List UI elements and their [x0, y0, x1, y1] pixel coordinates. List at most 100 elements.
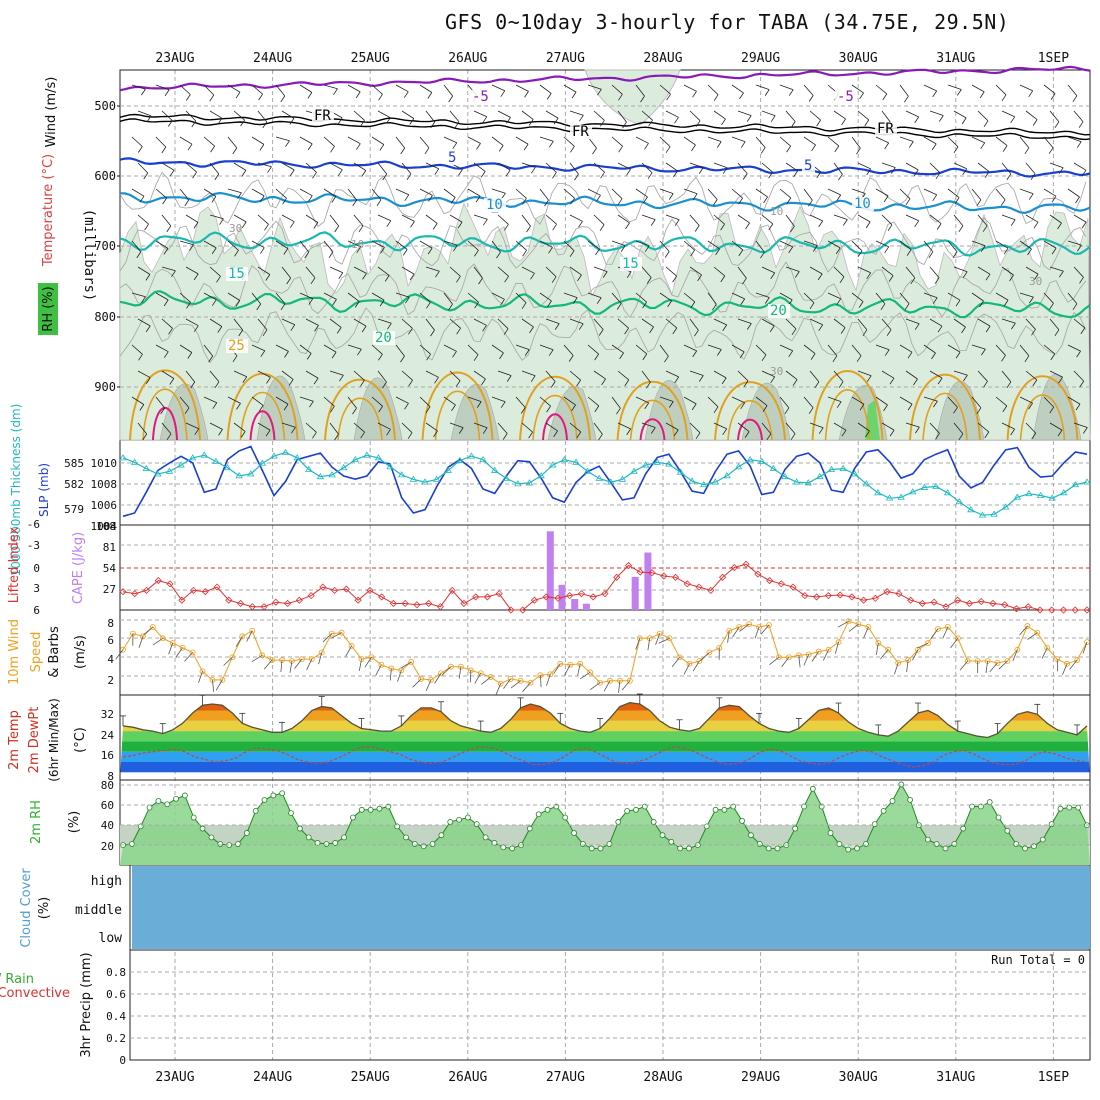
wind-barb-shaft	[569, 422, 582, 433]
rh-2m-marker	[951, 841, 958, 847]
wind-barb-shaft	[185, 318, 199, 327]
wind-barb-shaft	[779, 188, 792, 199]
wind-barb-flag	[385, 117, 391, 124]
wind-barb-shaft	[587, 240, 600, 250]
wind-ylabel-speed: Speed	[29, 632, 44, 673]
wind-barb-flag	[379, 299, 385, 307]
wind-barb-shaft	[569, 370, 581, 381]
wind-barb-shaft	[593, 214, 605, 225]
rh-2m-marker	[332, 840, 339, 846]
wind-barb-shaft	[779, 292, 793, 301]
wind-barb-shaft	[803, 136, 816, 146]
wind-barb-shaft	[1001, 370, 1012, 383]
wind-barb-shaft	[299, 188, 313, 197]
wind-barb-shaft	[227, 396, 241, 404]
wind-barb-flag	[211, 247, 217, 255]
wind-barb-shaft	[377, 162, 388, 175]
surface-wind-barb	[397, 670, 402, 682]
temp-contour-30	[737, 418, 763, 441]
surface-wind-barb	[579, 671, 591, 680]
wind-tick: 8	[107, 617, 114, 630]
wind-speed-marker	[587, 669, 593, 676]
wind-barb-shaft	[827, 292, 841, 300]
wind-barb-shaft	[1019, 240, 1032, 250]
wind-barb-flag	[400, 147, 406, 155]
wind-barb-flag	[457, 221, 463, 229]
wind-barb-shaft	[809, 370, 820, 383]
wind-barb-shaft	[281, 422, 296, 428]
wind-barb-shaft	[395, 292, 410, 298]
wind-barb-shaft	[449, 214, 463, 223]
wind-barb-shaft	[137, 370, 151, 379]
wind-speed-marker	[597, 679, 603, 686]
wind-barb-shaft	[377, 214, 391, 222]
wind-barb-shaft	[833, 214, 848, 220]
wind-barb-shaft	[323, 188, 337, 197]
surface-wind-barb	[989, 662, 998, 673]
wind-speed-marker	[497, 680, 504, 687]
wind-barb-shaft	[707, 240, 720, 250]
wind-barb-shaft	[491, 292, 505, 300]
contour-label: -5	[472, 89, 489, 105]
lifted-index-marker	[707, 586, 715, 594]
wind-barb-shaft	[281, 110, 295, 119]
wind-speed-marker	[1064, 660, 1071, 667]
lifted-index-marker	[201, 588, 209, 596]
pressure-tick-700: 700	[94, 239, 116, 253]
wind-barb-flag	[739, 351, 745, 359]
wind-barb-shaft	[731, 292, 745, 300]
wind-barb-shaft	[755, 292, 770, 298]
wind-barb-flag	[770, 376, 776, 384]
thickness-marker	[154, 470, 162, 477]
wind-barb-flag	[483, 218, 488, 226]
wind-barb-flag	[405, 296, 410, 304]
wind-barb-shaft	[251, 396, 264, 406]
wind-barb-flag	[618, 145, 623, 153]
wind-barb-shaft	[491, 240, 501, 253]
lifted-index-marker	[860, 596, 868, 604]
wind-barb-flag	[212, 402, 218, 409]
lifted-index-marker	[589, 593, 597, 601]
wind-barb-shaft	[401, 370, 413, 381]
wind-speed-marker	[259, 652, 266, 659]
rh-2m-marker	[889, 798, 896, 804]
wind-barb-shaft	[497, 422, 508, 434]
wind-barb-shaft	[689, 370, 704, 376]
wind-speed-marker	[676, 654, 683, 661]
wind-speed-marker	[815, 648, 822, 655]
surface-wind-barb	[358, 659, 362, 671]
wind-speed-marker	[269, 657, 275, 663]
thickness-marker	[711, 478, 720, 485]
wind-barb-shaft	[473, 162, 486, 172]
contour-label-bg	[312, 109, 334, 123]
wind-barb-shaft	[137, 266, 151, 275]
wind-barb-flag	[360, 431, 365, 439]
rh-2m-marker	[756, 841, 763, 847]
wind-barb-flag	[839, 276, 845, 284]
rh-2m-marker	[1057, 805, 1064, 812]
wind-speed-marker	[776, 654, 782, 661]
wind-barb-shaft	[419, 136, 430, 149]
wind-barb-shaft	[731, 84, 744, 94]
wind-barb-flag	[600, 171, 605, 179]
surface-wind-barb	[822, 649, 829, 661]
wind-barb-flag	[1048, 147, 1054, 154]
lifted-index-marker	[918, 599, 926, 608]
thickness-marker	[1060, 489, 1068, 496]
wind-barb-flag	[283, 248, 289, 255]
surface-wind-barb	[434, 673, 442, 684]
wind-speed-marker	[557, 660, 564, 667]
wind-barb-flag	[715, 248, 720, 256]
wind-barb-shaft	[923, 292, 938, 299]
temp-contour-30	[639, 418, 666, 441]
wind-barb-flag	[866, 375, 872, 382]
wind-barb-flag	[745, 222, 750, 230]
rh-2m-marker	[1022, 845, 1028, 852]
wind-barb-shaft	[683, 136, 696, 146]
wind-barb-flag	[306, 353, 312, 360]
rh-2m-marker	[279, 790, 286, 797]
wind-barb-flag	[547, 300, 552, 308]
wind-barb-flag	[616, 303, 622, 310]
wind-barb-shaft	[563, 240, 575, 251]
wind-barb-shaft	[923, 188, 937, 196]
